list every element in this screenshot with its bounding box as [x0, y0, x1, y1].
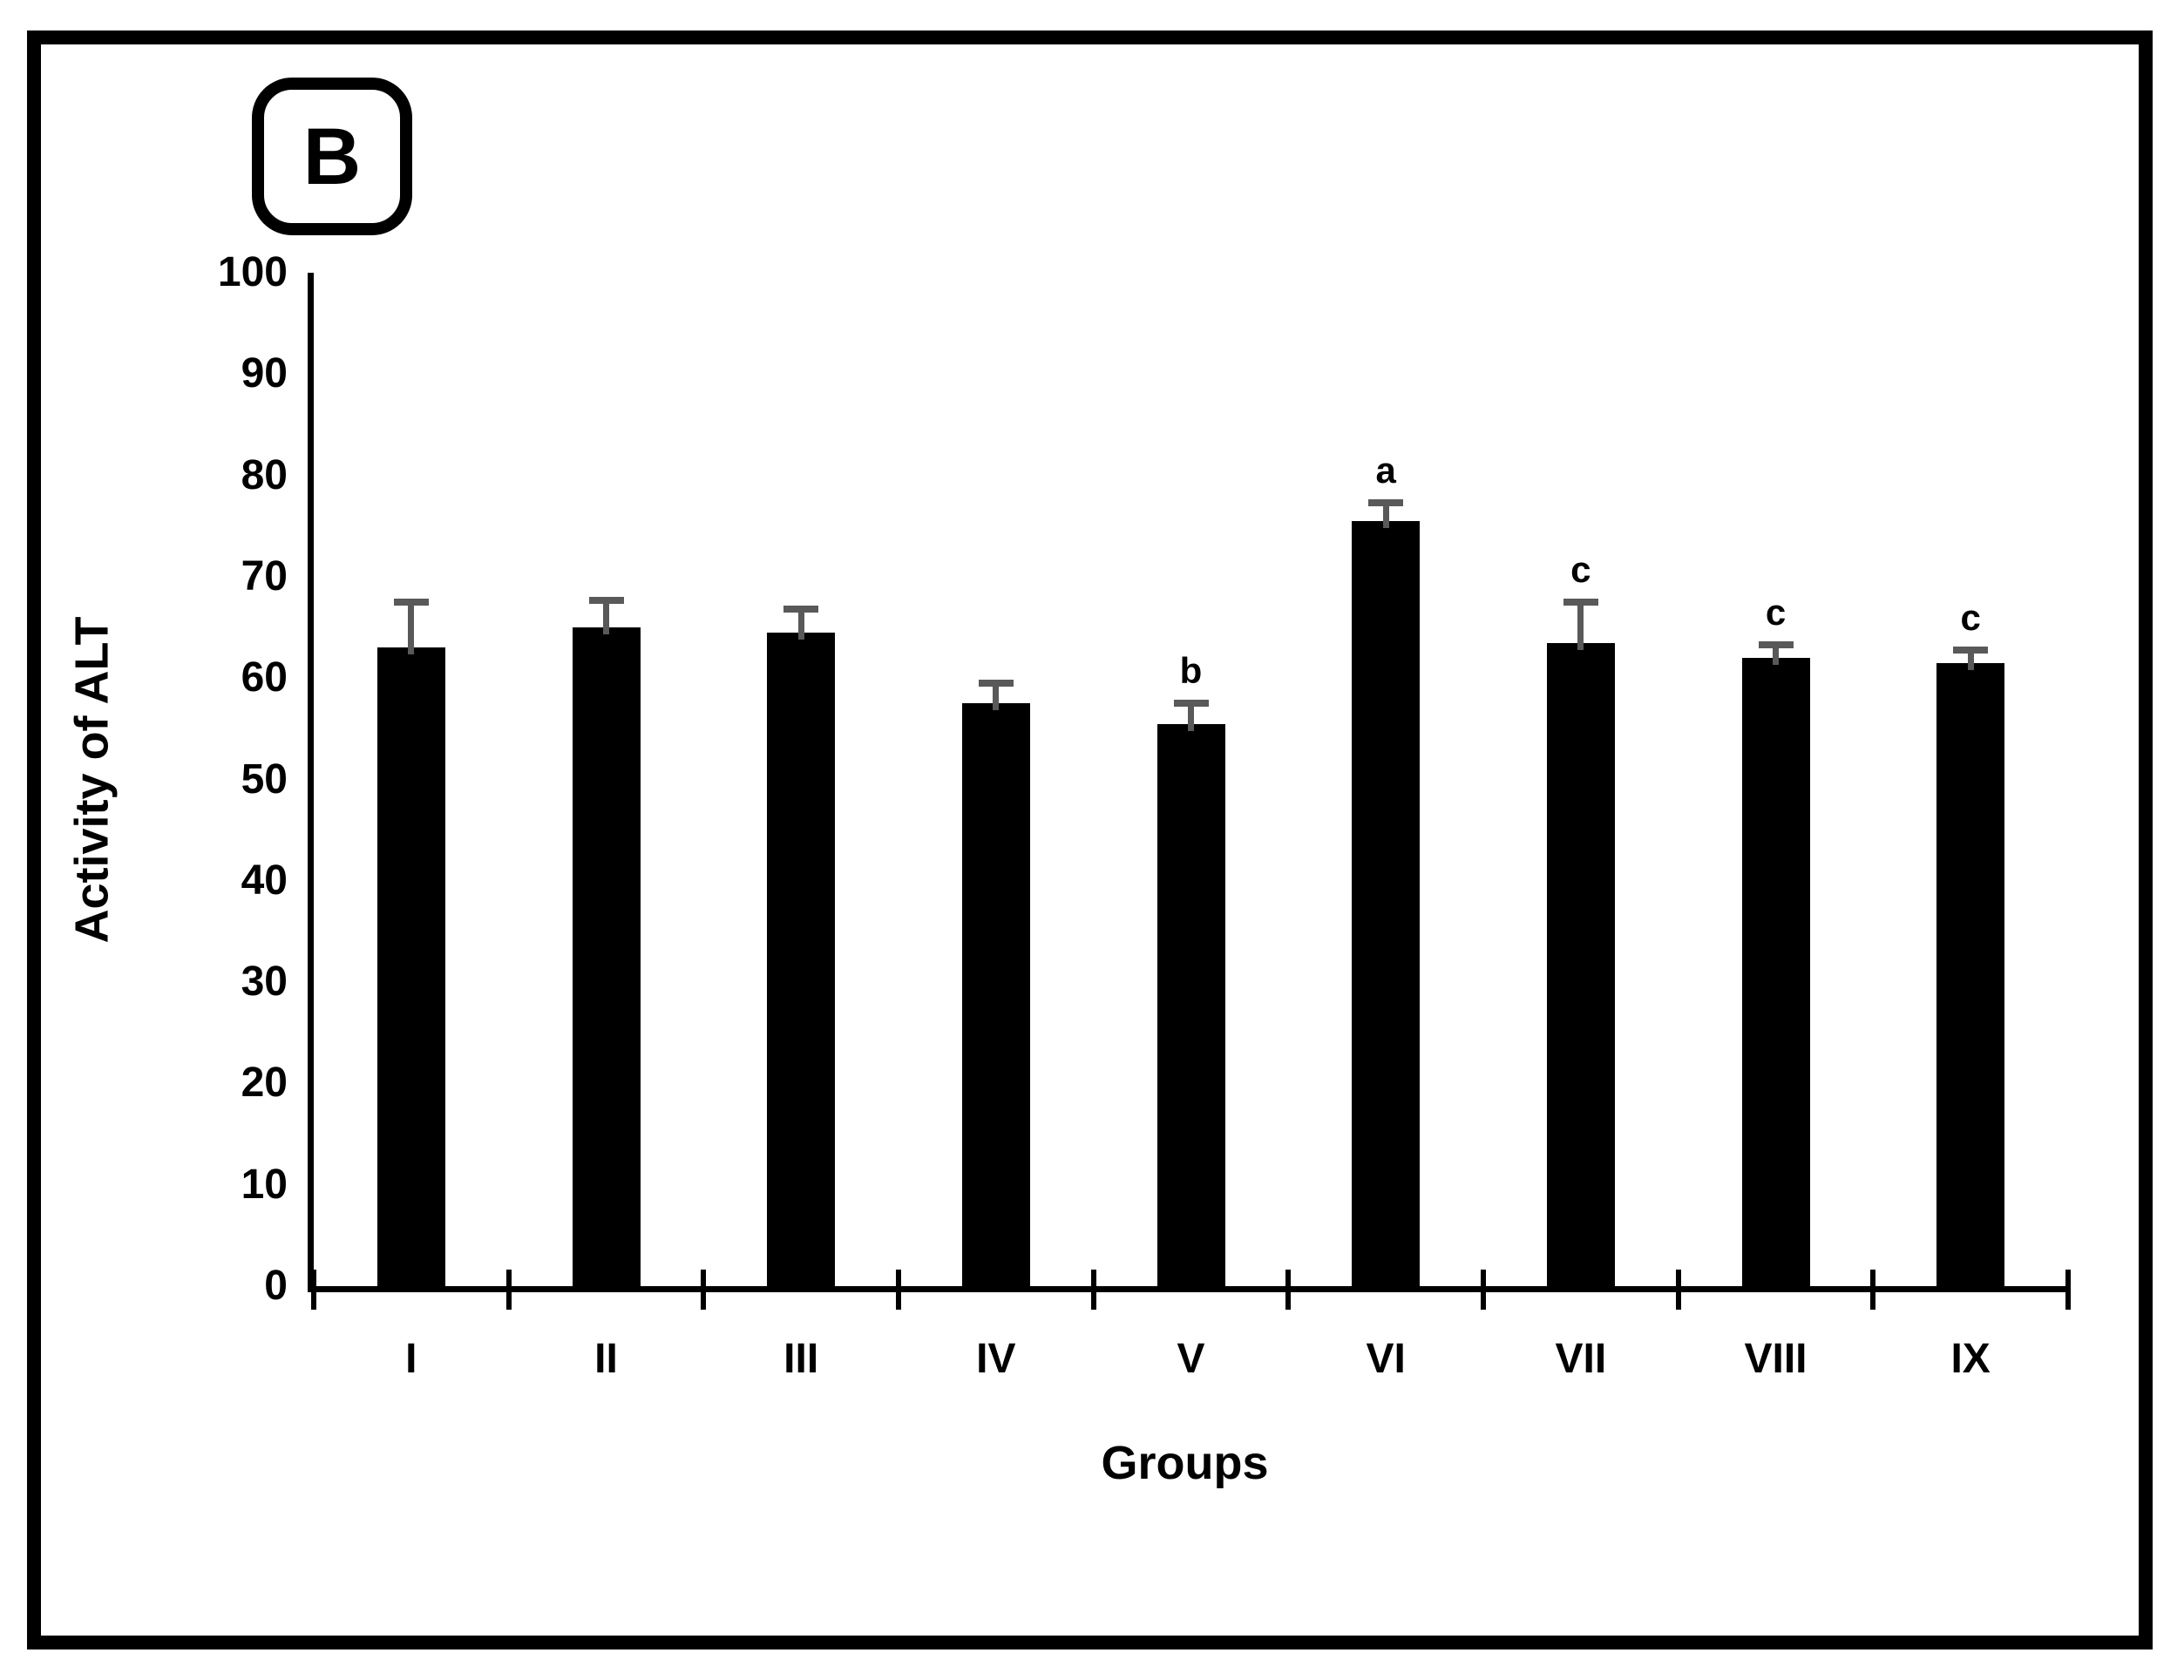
- x-tick-mark: [505, 1270, 512, 1310]
- bar-group-IX: [1936, 662, 2005, 1286]
- error-whisker: [408, 601, 415, 655]
- x-category-label: VII: [1555, 1336, 1607, 1382]
- significance-letter: c: [1570, 548, 1591, 590]
- y-tick-label: 90: [241, 350, 288, 397]
- error-whisker: [1188, 703, 1194, 731]
- error-whisker: [1967, 649, 1974, 670]
- x-axis-title: Groups: [1101, 1437, 1269, 1489]
- error-cap: [393, 598, 429, 606]
- x-tick-mark: [1675, 1270, 1681, 1310]
- x-tick-mark: [1285, 1270, 1292, 1310]
- significance-letter: c: [1765, 591, 1787, 633]
- y-tick-label: 0: [264, 1263, 288, 1309]
- error-cap: [1173, 700, 1209, 708]
- x-category-label: III: [783, 1336, 819, 1382]
- error-whisker: [797, 609, 804, 640]
- x-tick-mark: [896, 1270, 901, 1310]
- panel-label: B: [302, 112, 362, 201]
- x-category-label: IX: [1950, 1336, 1991, 1382]
- bar-group-III: [767, 632, 836, 1286]
- error-cap: [978, 680, 1014, 688]
- bar-group-VI: [1352, 520, 1421, 1286]
- x-tick-mark: [1481, 1270, 1486, 1310]
- bar-group-VII: [1546, 642, 1615, 1286]
- x-tick-mark: [311, 1270, 316, 1310]
- y-tick-label: 20: [241, 1060, 288, 1107]
- error-whisker: [1382, 503, 1389, 528]
- significance-letter: a: [1375, 450, 1396, 491]
- x-category-label: VI: [1366, 1336, 1406, 1382]
- x-category-label: II: [594, 1336, 618, 1382]
- significance-letter: c: [1960, 596, 1981, 638]
- x-tick-mark: [1090, 1270, 1096, 1310]
- figure-border: [27, 30, 2153, 1650]
- y-tick-label: 30: [241, 959, 288, 1006]
- error-whisker: [993, 683, 1000, 711]
- error-cap: [1953, 646, 1989, 654]
- bar-group-II: [572, 627, 641, 1286]
- y-tick-label: 50: [241, 755, 288, 803]
- x-tick-mark: [701, 1270, 707, 1310]
- bar-group-V: [1156, 723, 1225, 1286]
- y-tick-label: 40: [241, 857, 288, 904]
- x-category-label: I: [405, 1336, 417, 1382]
- error-whisker: [1577, 601, 1584, 650]
- bar-group-VIII: [1741, 657, 1810, 1286]
- x-category-label: IV: [976, 1336, 1016, 1382]
- x-category-label: VIII: [1744, 1336, 1808, 1382]
- y-tick-label: 80: [241, 451, 288, 498]
- error-cap: [588, 596, 624, 604]
- x-tick-mark: [1870, 1270, 1876, 1310]
- error-whisker: [1773, 644, 1779, 665]
- panel-label-box: B: [252, 78, 412, 235]
- y-tick-label: 60: [241, 654, 288, 701]
- error-whisker: [603, 600, 609, 635]
- bar-group-I: [376, 647, 445, 1286]
- significance-letter: b: [1179, 650, 1203, 692]
- error-cap: [1563, 598, 1598, 606]
- y-tick-label: 70: [241, 552, 288, 600]
- x-category-label: V: [1177, 1336, 1205, 1382]
- error-cap: [783, 606, 819, 613]
- y-tick-label: 10: [241, 1161, 288, 1208]
- bar-group-IV: [961, 703, 1030, 1286]
- x-tick-mark: [2065, 1270, 2071, 1310]
- error-cap: [1368, 499, 1404, 507]
- error-cap: [1758, 640, 1794, 648]
- y-tick-label: 100: [217, 249, 288, 295]
